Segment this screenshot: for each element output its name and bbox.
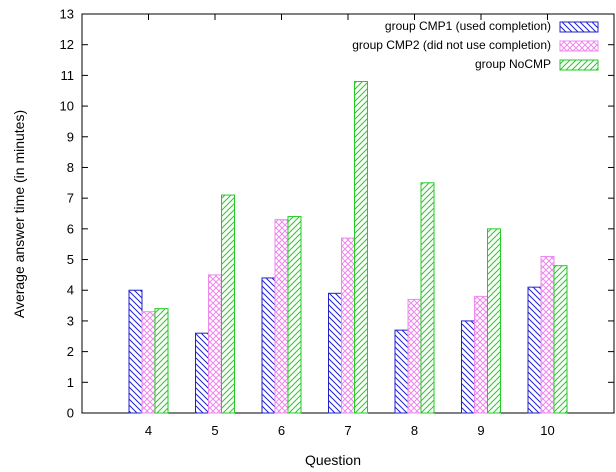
bar-series-2-cat-4 (154, 308, 169, 414)
y-tick-label: 12 (60, 37, 74, 52)
x-tick-label: 7 (344, 423, 351, 438)
x-tick-label: 8 (411, 423, 418, 438)
bar-series-0-cat-10 (527, 286, 542, 414)
bar-series-1-cat-8 (407, 298, 422, 414)
y-tick-label: 5 (67, 252, 74, 267)
bar-series-2-cat-9 (487, 228, 501, 414)
y-tick-label: 1 (67, 375, 74, 390)
y-axis-title: Average answer time (in minutes) (11, 110, 27, 318)
x-tick-label: 9 (477, 423, 484, 438)
bar-series-2-cat-7 (354, 81, 368, 414)
y-tick-label: 0 (67, 406, 74, 421)
y-tick-label: 13 (60, 7, 74, 22)
y-tick-label: 7 (67, 191, 74, 206)
y-tick-label: 2 (67, 344, 74, 359)
bar-series-1-cat-6 (274, 219, 289, 414)
bar-series-2-cat-10 (553, 265, 568, 414)
x-tick-label: 10 (540, 423, 554, 438)
bar-series-0-cat-7 (328, 292, 342, 414)
bar-series-1-cat-9 (474, 295, 488, 414)
y-tick-label: 11 (61, 68, 75, 83)
x-axis-title: Question (305, 452, 361, 468)
bar-series-2-cat-8 (420, 182, 435, 414)
y-tick-label: 8 (67, 160, 74, 175)
x-tick-label: 6 (278, 423, 285, 438)
y-tick-label: 4 (67, 283, 74, 298)
bar-series-2-cat-5 (221, 194, 235, 414)
bar-series-1-cat-4 (141, 311, 156, 414)
bar-series-1-cat-10 (540, 255, 555, 414)
bar-series-0-cat-5 (195, 332, 209, 414)
y-tick-label: 6 (67, 221, 74, 236)
legend: group CMP1 (used completion) group CMP2 … (352, 19, 599, 71)
bar-series-1-cat-5 (208, 274, 222, 414)
bar-series-0-cat-8 (394, 329, 409, 414)
legend-label-cmp1: group CMP1 (used completion) (385, 19, 551, 33)
legend-swatch-cmp1 (559, 21, 599, 33)
y-tick-label: 10 (60, 99, 74, 114)
y-tick-label: 9 (67, 129, 74, 144)
x-tick-label: 5 (211, 423, 218, 438)
legend-label-cmp2: group CMP2 (did not use completion) (352, 38, 551, 52)
x-tick-label: 4 (145, 423, 152, 438)
bar-series-2-cat-6 (287, 216, 302, 414)
bar-series-0-cat-9 (461, 320, 475, 414)
bar-series-1-cat-7 (341, 237, 355, 414)
legend-swatch-cmp2 (559, 40, 599, 52)
bar-series-0-cat-4 (128, 289, 143, 414)
y-tick-label: 3 (67, 313, 74, 328)
legend-label-nocmp: group NoCMP (475, 57, 551, 71)
legend-swatch-nocmp (559, 59, 599, 71)
bars-group (128, 81, 568, 414)
bar-series-0-cat-6 (261, 277, 276, 414)
